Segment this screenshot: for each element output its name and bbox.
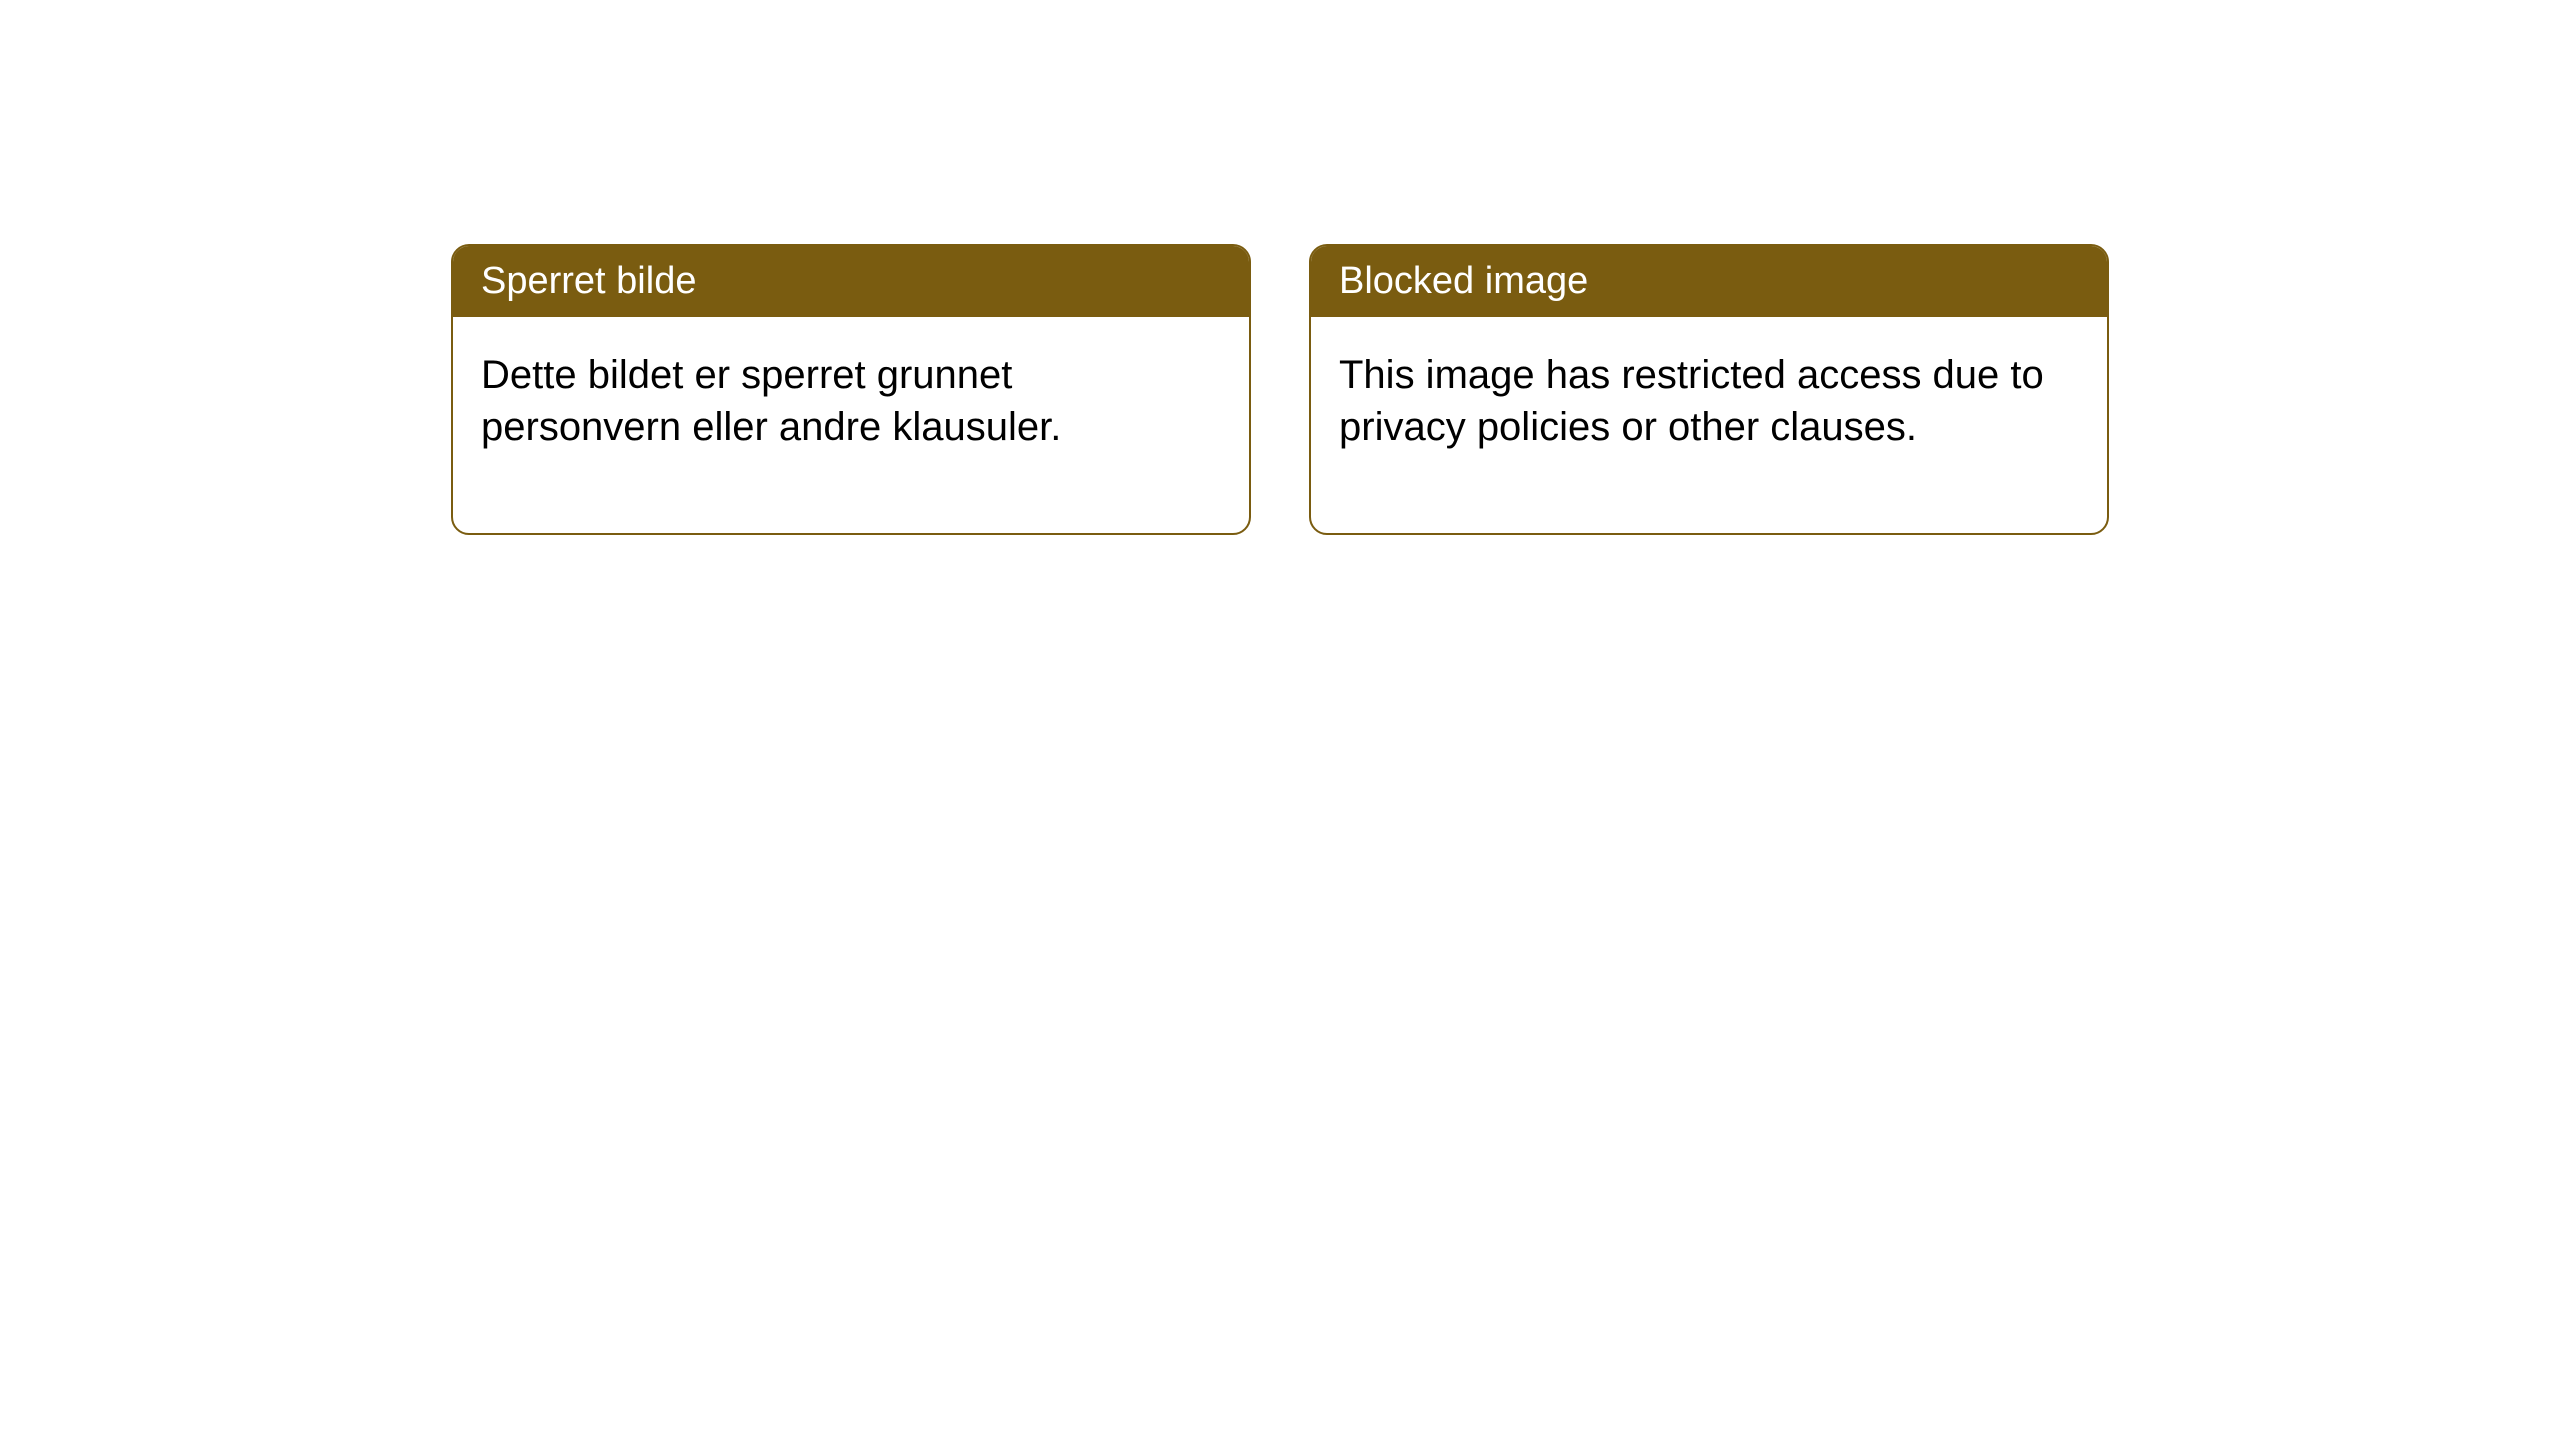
notice-body-text: This image has restricted access due to … [1339, 353, 2044, 449]
notice-title: Sperret bilde [481, 260, 696, 302]
notice-title: Blocked image [1339, 260, 1588, 302]
notice-body-text: Dette bildet er sperret grunnet personve… [481, 353, 1061, 449]
notice-box-norwegian: Sperret bilde Dette bildet er sperret gr… [451, 244, 1251, 535]
notice-box-english: Blocked image This image has restricted … [1309, 244, 2109, 535]
notice-header: Sperret bilde [453, 246, 1249, 317]
notice-body: Dette bildet er sperret grunnet personve… [453, 317, 1249, 533]
notice-container: Sperret bilde Dette bildet er sperret gr… [451, 244, 2109, 535]
notice-body: This image has restricted access due to … [1311, 317, 2107, 533]
notice-header: Blocked image [1311, 246, 2107, 317]
